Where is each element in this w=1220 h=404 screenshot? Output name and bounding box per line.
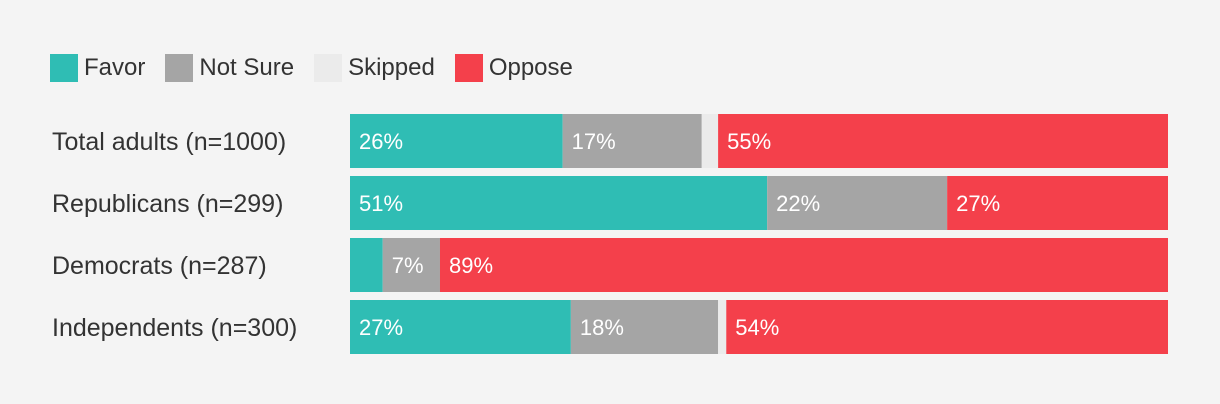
legend-label-skipped: Skipped [348,54,435,81]
data-label-oppose: 27% [956,191,1000,216]
data-label-oppose: 89% [449,253,493,278]
bar-favor [350,114,563,168]
data-label-oppose: 55% [727,129,771,154]
bar-skipped [701,114,719,168]
bar-oppose [718,114,1168,168]
data-label-not-sure: 7% [392,253,424,278]
legend-item-not-sure: Not Sure [165,54,294,82]
legend-item-skipped: Skipped [314,54,435,82]
legend-swatch-oppose [454,54,483,82]
data-label-oppose: 54% [735,315,779,340]
bar-oppose [726,300,1168,354]
bar-oppose [439,238,1169,292]
data-label-favor: 26% [359,129,403,154]
legend: Favor Not Sure Skipped Oppose [50,50,593,86]
bar-not-sure [562,114,702,168]
category-label: Independents (n=300) [52,314,297,342]
bar-oppose [947,176,1168,230]
legend-swatch-not-sure [165,54,194,82]
bar-favor [350,238,383,292]
legend-swatch-skipped [314,54,343,82]
category-label: Total adults (n=1000) [52,128,286,156]
category-label: Republicans (n=299) [52,190,283,218]
bar-not-sure [767,176,948,230]
legend-label-oppose: Oppose [488,54,573,81]
data-label-not-sure: 17% [572,129,616,154]
bar-favor [350,300,571,354]
legend-label-not-sure: Not Sure [199,54,295,81]
data-label-not-sure: 18% [580,315,624,340]
bar-skipped [718,300,727,354]
bar-favor [350,176,768,230]
legend-item-oppose: Oppose [454,54,573,82]
data-label-favor: 51% [359,191,403,216]
bar-not-sure [570,300,719,354]
data-label-not-sure: 22% [776,191,820,216]
bar-not-sure [382,238,440,292]
category-label: Democrats (n=287) [52,252,267,280]
legend-label-favor: Favor [84,54,146,81]
legend-item-favor: Favor [50,54,145,82]
data-label-favor: 27% [359,315,403,340]
legend-swatch-favor [50,54,78,82]
